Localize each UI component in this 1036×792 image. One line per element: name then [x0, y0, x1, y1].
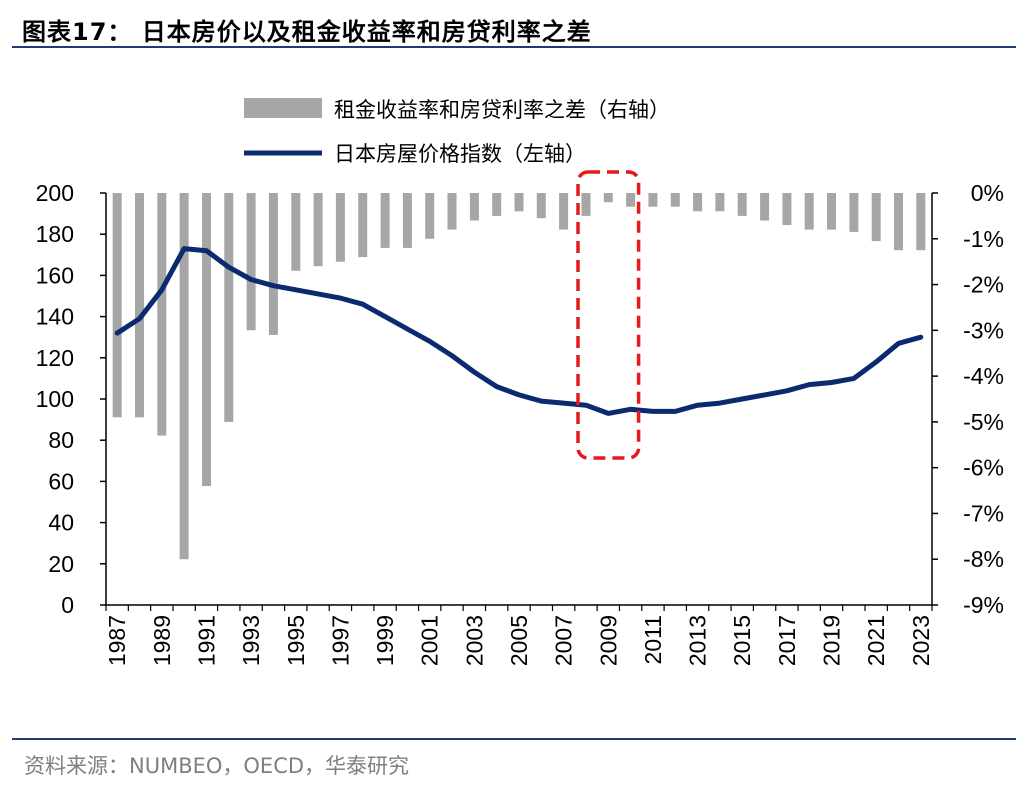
x-tick-label: 2007: [551, 615, 577, 666]
bar-1996: [313, 193, 323, 267]
x-tick-label: 2023: [908, 615, 934, 666]
x-tick-label: 2017: [774, 615, 800, 666]
bar-2003: [469, 193, 479, 221]
left-tick-label: 160: [36, 262, 74, 288]
bar-2005: [514, 193, 524, 212]
bar-2022: [894, 193, 903, 251]
left-tick-label: 60: [48, 468, 74, 494]
bar-2009: [603, 193, 613, 203]
bar-1998: [358, 193, 368, 258]
left-tick-label: 200: [36, 180, 74, 206]
bar-2002: [447, 193, 457, 230]
legend: 租金收益率和房贷利率之差（右轴） 日本房屋价格指数（左轴）: [244, 98, 670, 166]
right-tick-label: -5%: [963, 409, 1004, 435]
x-tick-label: 2003: [461, 615, 487, 666]
legend-bar-swatch: [244, 98, 322, 118]
x-tick-label: 1995: [283, 615, 309, 666]
bar-1999: [380, 193, 390, 248]
bar-1990: [179, 193, 189, 560]
bar-2012: [670, 193, 680, 207]
left-tick-label: 20: [48, 551, 74, 577]
right-tick-label: -9%: [963, 592, 1004, 618]
bar-2008: [581, 193, 591, 216]
legend-line-label: 日本房屋价格指数（左轴）: [334, 142, 586, 166]
x-tick-label: 1991: [194, 615, 220, 666]
bar-2000: [402, 193, 412, 248]
bar-2020: [849, 193, 859, 232]
bar-2007: [559, 193, 569, 230]
left-tick-label: 180: [36, 221, 74, 247]
x-tick-label: 2015: [729, 615, 755, 666]
bar-2015: [737, 193, 747, 216]
chart-title: 图表17： 日本房价以及租金收益率和房贷利率之差: [22, 18, 592, 46]
right-tick-label: -3%: [963, 317, 1004, 343]
x-tick-label: 1997: [327, 615, 353, 666]
bar-1994: [268, 193, 278, 335]
bar-1993: [246, 193, 256, 331]
right-tick-label: -4%: [963, 363, 1004, 389]
bar-2006: [536, 193, 546, 219]
left-tick-label: 40: [48, 510, 74, 536]
highlight-box: [576, 170, 641, 460]
legend-bar-label: 租金收益率和房贷利率之差（右轴）: [334, 98, 670, 122]
bar-1997: [335, 193, 345, 262]
left-tick-label: 120: [36, 345, 74, 371]
x-tick-label: 2021: [863, 615, 889, 666]
line-series: [114, 246, 924, 416]
bar-2017: [782, 193, 792, 225]
left-tick-label: 100: [36, 386, 74, 412]
x-tick-label: 2005: [506, 615, 532, 666]
right-tick-label: 0%: [971, 180, 1004, 206]
right-tick-label: -6%: [963, 455, 1004, 481]
bar-1991: [202, 193, 211, 486]
right-tick-label: -1%: [963, 226, 1004, 252]
bar-series: [112, 193, 926, 560]
bar-2004: [492, 193, 502, 216]
right-tick-label: -7%: [963, 500, 1004, 526]
x-tick-label: 1989: [149, 615, 175, 666]
x-tick-label: 1999: [372, 615, 398, 666]
title-divider: [12, 46, 1016, 48]
left-tick-label: 0: [61, 592, 74, 618]
bar-2001: [425, 193, 435, 239]
bar-2023: [916, 193, 926, 251]
bar-2021: [871, 193, 881, 242]
bar-1987: [112, 193, 122, 418]
bar-2014: [715, 193, 725, 212]
x-tick-label: 1993: [238, 615, 264, 666]
x-tick-label: 2001: [417, 615, 443, 666]
x-tick-label: 2013: [685, 615, 711, 666]
bar-1995: [291, 193, 301, 271]
bar-2013: [693, 193, 703, 212]
right-tick-label: -8%: [963, 546, 1004, 572]
bar-2019: [827, 193, 836, 230]
bar-1988: [135, 193, 144, 418]
x-tick-label: 2011: [640, 615, 666, 664]
axes: 0 20 40 60 80 100 120 140 160 180 200 -9% -8% -7% -6% -…: [36, 180, 1004, 666]
bar-1992: [224, 193, 234, 422]
bar-2016: [760, 193, 770, 221]
right-tick-label: -2%: [963, 272, 1004, 298]
left-tick-label: 140: [36, 304, 74, 330]
bar-2011: [648, 193, 658, 207]
bar-1989: [157, 193, 167, 436]
x-tick-label: 1987: [104, 615, 130, 666]
x-tick-label: 2019: [819, 615, 845, 666]
bar-2010: [626, 193, 636, 207]
source-note: 资料来源：NUMBEO，OECD，华泰研究: [24, 754, 410, 778]
footer-divider: [12, 738, 1016, 740]
house-price-line: [114, 246, 924, 416]
bar-2018: [804, 193, 814, 230]
left-tick-label: 80: [48, 427, 74, 453]
x-tick-label: 2009: [595, 615, 621, 666]
